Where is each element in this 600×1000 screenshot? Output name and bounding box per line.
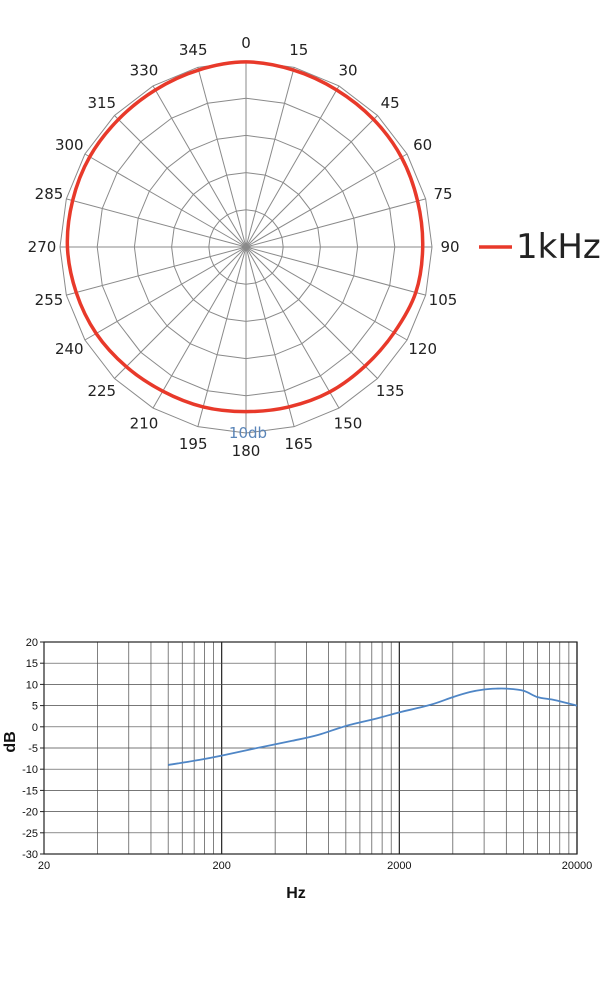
angle-tick-label: 105 [429,291,458,309]
polar-spoke [245,85,340,248]
y-tick-label: 10 [26,679,38,691]
angle-tick-label: 15 [289,41,308,59]
polar-spoke [114,246,247,379]
angle-tick-label: 180 [232,442,261,460]
angle-tick-label: 75 [433,185,452,203]
angle-tick-label: 315 [87,94,116,112]
polar-grid [59,60,433,434]
polar-spoke [245,67,295,248]
angle-tick-label: 60 [413,136,432,154]
ring-label: 10db [229,424,267,442]
polar-spoke [245,246,408,341]
frequency-response-line [168,687,578,766]
polar-spoke [245,246,426,296]
polar-spoke [66,246,247,296]
y-tick-label: -20 [22,807,38,819]
angle-tick-label: 270 [28,238,57,256]
y-axis-label: dB [2,731,19,752]
angle-tick-label: 135 [376,382,405,400]
angle-tick-label: 195 [179,435,208,453]
x-tick-label: 2000 [387,860,411,872]
x-tick-label: 200 [212,860,230,872]
polar-spoke [152,246,247,409]
polar-spoke [245,246,340,409]
angle-tick-label: 240 [55,340,84,358]
polar-spoke [114,115,247,248]
y-tick-label: -10 [22,764,38,776]
polar-spoke [197,246,247,427]
frequency-response-chart: 20 15 10 5 0 -5 -10 -15 -20 -25 -30 20 200 2000 20000… [2,637,592,902]
y-tick-label: 15 [26,658,38,670]
polar-spoke [245,198,426,248]
x-tick-label: 20000 [562,860,593,872]
x-axis-ticks: 20 200 2000 20000 [38,860,592,872]
polar-spoke [245,246,378,379]
polar-series-1khz [65,60,425,414]
angle-tick-label: 285 [35,185,64,203]
y-tick-label: 5 [32,701,38,713]
polar-angle-ticks: 0 15 30 45 60 75 90 105 120 135 150 165 180 195 210 225… [28,34,460,460]
angle-tick-label: 255 [35,291,64,309]
angle-tick-label: 225 [87,382,116,400]
angle-tick-label: 165 [284,435,313,453]
polar-pattern-chart: 0 15 30 45 60 75 90 105 120 135 150 165 180 195 210 225… [28,34,600,460]
y-tick-label: -15 [22,785,38,797]
polar-spoke [245,153,408,248]
x-axis-label: Hz [286,885,306,902]
y-tick-label: -5 [28,743,38,755]
frequency-grid [44,641,578,855]
polar-spoke [245,115,378,248]
polar-spoke [66,198,247,248]
y-tick-label: 20 [26,637,38,649]
x-tick-label: 20 [38,860,50,872]
polar-spoke [245,246,295,427]
polar-spoke [84,153,247,248]
angle-tick-label: 300 [55,136,84,154]
angle-tick-label: 150 [334,415,363,433]
polar-legend: 1kHz [479,227,600,267]
angle-tick-label: 120 [408,340,437,358]
polar-spoke [152,85,247,248]
polar-spoke [84,246,247,341]
angle-tick-label: 30 [338,61,357,79]
angle-tick-label: 90 [440,238,459,256]
y-axis-ticks: 20 15 10 5 0 -5 -10 -15 -20 -25 -30 [22,637,44,861]
y-tick-label: -25 [22,828,38,840]
angle-tick-label: 45 [381,94,400,112]
legend-label-1khz: 1kHz [516,227,600,267]
angle-tick-label: 210 [130,415,159,433]
y-tick-label: 0 [32,722,38,734]
angle-tick-label: 330 [130,61,159,79]
angle-tick-label: 345 [179,41,208,59]
y-tick-label: -30 [22,849,38,861]
polar-spoke [197,67,247,248]
angle-tick-label: 0 [241,34,251,52]
